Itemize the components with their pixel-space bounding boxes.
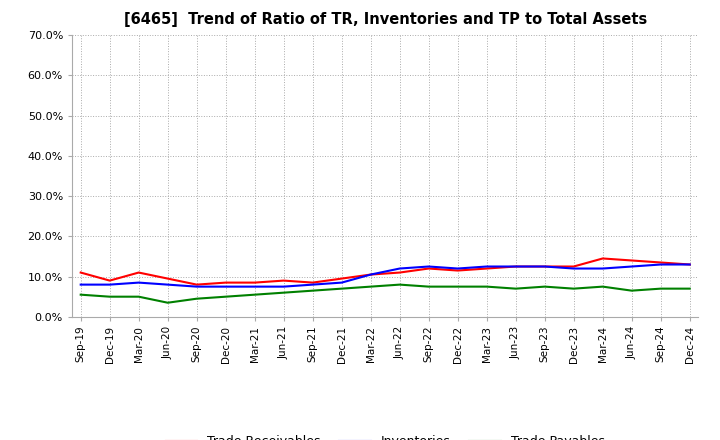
Trade Receivables bbox=[192, 282, 201, 287]
Inventories bbox=[424, 264, 433, 269]
Inventories bbox=[251, 284, 259, 289]
Trade Receivables bbox=[279, 278, 288, 283]
Inventories bbox=[308, 282, 317, 287]
Inventories bbox=[570, 266, 578, 271]
Trade Payables bbox=[221, 294, 230, 299]
Inventories bbox=[598, 266, 607, 271]
Line: Trade Payables: Trade Payables bbox=[81, 285, 690, 303]
Trade Receivables bbox=[598, 256, 607, 261]
Trade Receivables bbox=[135, 270, 143, 275]
Trade Payables bbox=[454, 284, 462, 289]
Inventories bbox=[105, 282, 114, 287]
Inventories bbox=[627, 264, 636, 269]
Trade Receivables bbox=[424, 266, 433, 271]
Trade Payables bbox=[76, 292, 85, 297]
Trade Payables bbox=[163, 300, 172, 305]
Inventories bbox=[511, 264, 520, 269]
Trade Payables bbox=[135, 294, 143, 299]
Title: [6465]  Trend of Ratio of TR, Inventories and TP to Total Assets: [6465] Trend of Ratio of TR, Inventories… bbox=[124, 12, 647, 27]
Trade Payables bbox=[366, 284, 375, 289]
Inventories bbox=[279, 284, 288, 289]
Trade Receivables bbox=[308, 280, 317, 285]
Trade Payables bbox=[192, 296, 201, 301]
Trade Payables bbox=[511, 286, 520, 291]
Inventories bbox=[163, 282, 172, 287]
Trade Payables bbox=[338, 286, 346, 291]
Trade Payables bbox=[279, 290, 288, 295]
Trade Payables bbox=[482, 284, 491, 289]
Inventories bbox=[135, 280, 143, 285]
Trade Receivables bbox=[541, 264, 549, 269]
Trade Receivables bbox=[482, 266, 491, 271]
Trade Receivables bbox=[570, 264, 578, 269]
Trade Receivables bbox=[163, 276, 172, 281]
Trade Receivables bbox=[251, 280, 259, 285]
Trade Payables bbox=[685, 286, 694, 291]
Trade Payables bbox=[627, 288, 636, 293]
Inventories bbox=[395, 266, 404, 271]
Inventories bbox=[541, 264, 549, 269]
Trade Receivables bbox=[338, 276, 346, 281]
Trade Payables bbox=[657, 286, 665, 291]
Trade Receivables bbox=[627, 258, 636, 263]
Inventories bbox=[685, 262, 694, 267]
Trade Receivables bbox=[221, 280, 230, 285]
Trade Receivables bbox=[657, 260, 665, 265]
Inventories bbox=[366, 272, 375, 277]
Inventories bbox=[454, 266, 462, 271]
Trade Payables bbox=[251, 292, 259, 297]
Trade Receivables bbox=[105, 278, 114, 283]
Trade Receivables bbox=[454, 268, 462, 273]
Inventories bbox=[221, 284, 230, 289]
Inventories bbox=[192, 284, 201, 289]
Line: Trade Receivables: Trade Receivables bbox=[81, 258, 690, 285]
Trade Payables bbox=[570, 286, 578, 291]
Trade Payables bbox=[395, 282, 404, 287]
Inventories bbox=[76, 282, 85, 287]
Trade Receivables bbox=[76, 270, 85, 275]
Trade Receivables bbox=[511, 264, 520, 269]
Trade Receivables bbox=[395, 270, 404, 275]
Inventories bbox=[482, 264, 491, 269]
Trade Payables bbox=[308, 288, 317, 293]
Trade Payables bbox=[424, 284, 433, 289]
Trade Payables bbox=[541, 284, 549, 289]
Trade Receivables bbox=[366, 272, 375, 277]
Inventories bbox=[338, 280, 346, 285]
Trade Receivables bbox=[685, 262, 694, 267]
Inventories bbox=[657, 262, 665, 267]
Legend: Trade Receivables, Inventories, Trade Payables: Trade Receivables, Inventories, Trade Pa… bbox=[161, 430, 610, 440]
Trade Payables bbox=[598, 284, 607, 289]
Line: Inventories: Inventories bbox=[81, 264, 690, 286]
Trade Payables bbox=[105, 294, 114, 299]
